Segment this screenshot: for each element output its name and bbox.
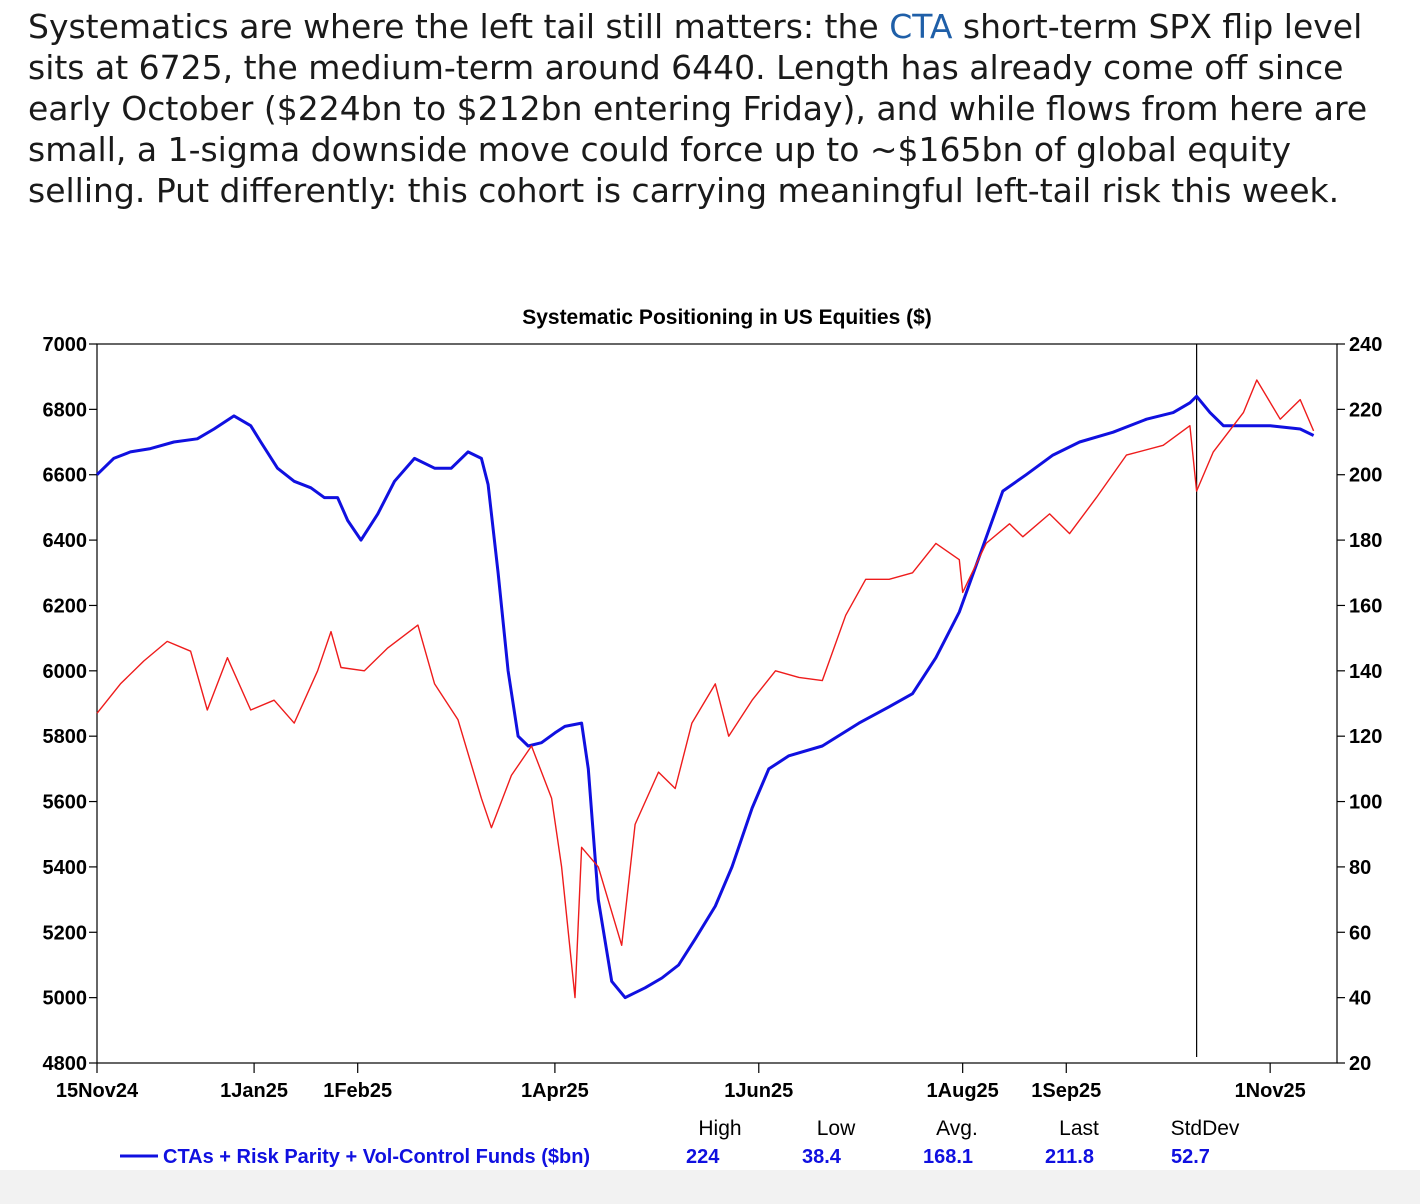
paragraph-text-end: short-term SPX flip level sits at 6725, … [28,7,1368,210]
bottom-band [0,1170,1420,1204]
stats-value: 224 [686,1146,720,1168]
y-right-tick-label: 80 [1349,857,1371,879]
x-tick-label: 1Apr25 [521,1080,589,1102]
y-left-tick-label: 5000 [43,988,88,1010]
stats-header: Low [817,1117,856,1140]
y-right-tick-label: 160 [1349,595,1382,617]
x-tick-label: 1Feb25 [323,1080,392,1102]
stats-value: 211.8 [1045,1146,1094,1168]
chart-svg: Systematic Positioning in US Equities ($… [43,306,1383,1196]
y-right-tick-label: 120 [1349,726,1382,748]
stats-value: 52.7 [1171,1146,1210,1168]
stats-header: Avg. [936,1117,978,1140]
x-tick-label: 1Jan25 [220,1080,288,1102]
y-right-tick-label: 140 [1349,661,1382,683]
x-tick-label: 15Nov24 [56,1080,139,1102]
chart-title: Systematic Positioning in US Equities ($… [522,306,932,329]
series-line-systematic [95,394,1315,1000]
article-paragraph: Systematics are where the left tail stil… [28,6,1408,211]
y-left-tick-label: 5400 [43,857,88,879]
stats-value: 38.4 [802,1146,842,1168]
y-right-tick-label: 60 [1349,922,1371,944]
series-line-spx [96,379,1315,999]
y-left-tick-label: 5800 [43,726,88,748]
y-left-tick-label: 6400 [43,530,88,552]
y-right-tick-label: 220 [1349,399,1382,421]
cta-link[interactable]: CTA [889,7,953,46]
y-left-tick-label: 6000 [43,661,88,683]
y-right-tick-label: 240 [1349,334,1382,356]
paragraph-text-start: Systematics are where the left tail stil… [28,7,890,46]
y-left-tick-label: 4800 [43,1053,88,1075]
y-left-tick-label: 6800 [43,399,88,421]
legend-label: CTAs + Risk Parity + Vol-Control Funds (… [163,1146,590,1168]
y-left-tick-label: 5600 [43,792,88,814]
x-tick-label: 1Nov25 [1235,1080,1306,1102]
x-tick-label: 1Sep25 [1031,1080,1101,1102]
y-right-tick-label: 20 [1349,1053,1371,1075]
stats-header: StdDev [1171,1117,1240,1140]
y-left-tick-label: 5200 [43,922,88,944]
stats-header: High [698,1117,741,1140]
x-tick-label: 1Jun25 [724,1080,793,1102]
y-right-tick-label: 200 [1349,465,1382,487]
y-right-tick-label: 40 [1349,988,1371,1010]
stats-header: Last [1059,1117,1099,1140]
plot-frame [96,343,1338,1064]
stats-value: 168.1 [923,1146,973,1168]
y-right-tick-label: 100 [1349,792,1382,814]
y-right-tick-label: 180 [1349,530,1382,552]
x-tick-label: 1Aug25 [927,1080,999,1102]
y-left-tick-label: 7000 [43,334,88,356]
y-left-tick-label: 6600 [43,465,88,487]
y-left-tick-label: 6200 [43,595,88,617]
positioning-chart: Systematic Positioning in US Equities ($… [0,285,1420,1204]
